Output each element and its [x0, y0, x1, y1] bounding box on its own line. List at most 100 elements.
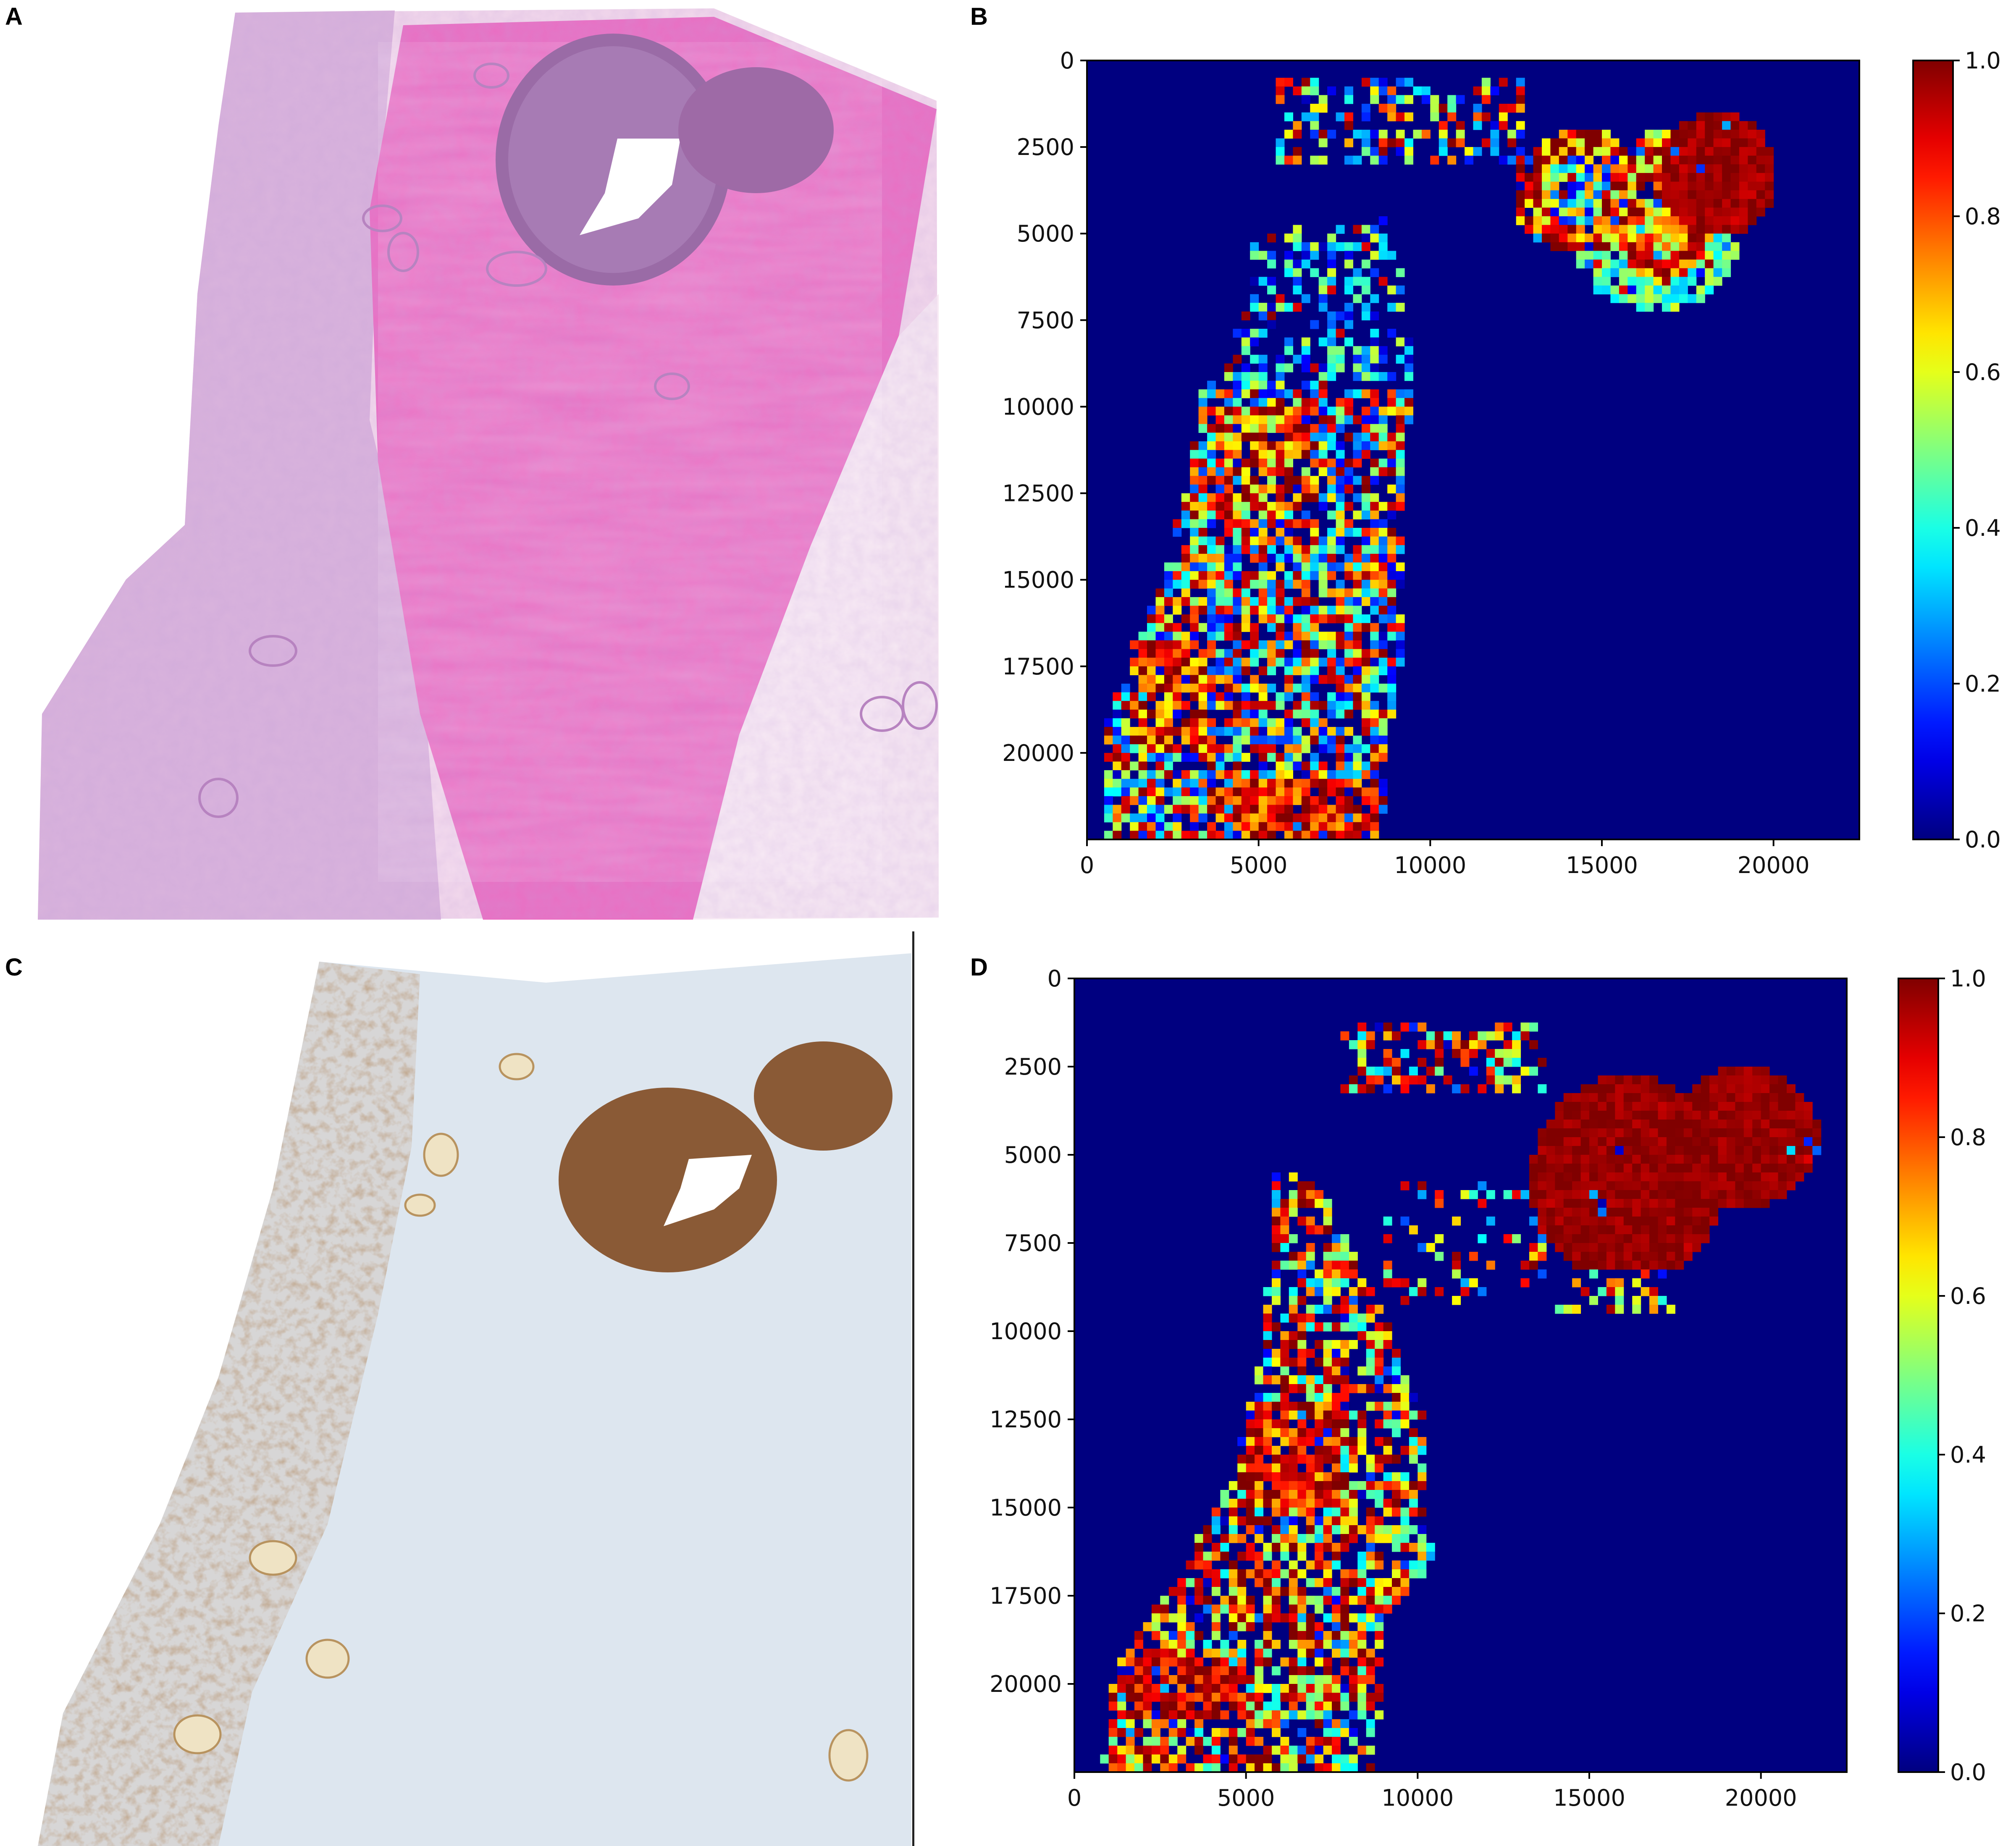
heatmap-cell: [1787, 1155, 1796, 1164]
heatmap-cell: [1126, 1763, 1135, 1773]
heatmap-cell: [1366, 1358, 1375, 1367]
heatmap-cell: [1370, 337, 1379, 346]
heatmap-cell: [1679, 268, 1688, 277]
heatmap-cell: [1177, 1693, 1186, 1702]
heatmap-cell: [1340, 1534, 1349, 1543]
heatmap-cell: [1280, 1375, 1289, 1384]
heatmap-cell: [1280, 1437, 1289, 1446]
heatmap-cell: [1426, 1040, 1435, 1049]
heatmap-cell: [1683, 1093, 1693, 1102]
heatmap-cell: [1495, 1084, 1504, 1093]
heatmap-cell: [1228, 1516, 1238, 1526]
heatmap-cell: [1658, 1102, 1667, 1111]
heatmap-cell: [1563, 1225, 1572, 1235]
heatmap-cell: [1366, 1031, 1375, 1041]
heatmap-cell: [1263, 1287, 1272, 1296]
heatmap-cell: [1602, 233, 1611, 243]
heatmap-cell: [1186, 1622, 1195, 1631]
heatmap-cell: [1151, 1684, 1160, 1693]
heatmap-cell: [1701, 1155, 1710, 1164]
heatmap-cell: [1769, 1190, 1779, 1199]
heatmap-cell: [1623, 1093, 1633, 1102]
heatmap-cell: [1151, 1605, 1160, 1614]
heatmap-cell: [1503, 1075, 1512, 1085]
heatmap-cell: [1404, 398, 1413, 407]
heatmap-cell: [1237, 1499, 1247, 1508]
heatmap-cell: [1718, 1128, 1727, 1138]
heatmap-cell: [1336, 311, 1345, 320]
heatmap-cell: [1168, 1719, 1178, 1728]
heatmap-cell: [1761, 1181, 1770, 1190]
heatmap-cell: [1255, 1640, 1264, 1649]
heatmap-cell: [1730, 121, 1740, 130]
heatmap-cell: [1327, 260, 1336, 269]
heatmap-cell: [1679, 233, 1688, 243]
heatmap-cell: [1683, 1199, 1693, 1208]
heatmap-cell: [1289, 1172, 1298, 1182]
heatmap-cell: [1241, 459, 1250, 468]
heatmap-cell: [1683, 1190, 1693, 1199]
heatmap-cell: [1211, 1631, 1221, 1640]
heatmap-cell: [1421, 86, 1431, 95]
heatmap-cell: [1263, 1340, 1272, 1349]
heatmap-cell: [1641, 1252, 1650, 1261]
heatmap-cell: [1392, 1596, 1401, 1605]
heatmap-cell: [1598, 1261, 1607, 1270]
heatmap-cell: [1280, 1569, 1289, 1579]
heatmap-cell: [1739, 207, 1748, 217]
heatmap-cell: [1662, 242, 1671, 251]
heatmap-cell: [1550, 138, 1559, 147]
heatmap-cell: [1533, 216, 1542, 226]
heatmap-cell: [1426, 1543, 1435, 1552]
heatmap-cell: [1327, 363, 1336, 372]
heatmap-cell: [1542, 190, 1551, 199]
heatmap-cell: [1610, 225, 1620, 234]
heatmap-cell: [1722, 251, 1731, 260]
heatmap-cell: [1332, 1490, 1341, 1499]
heatmap-cell: [1387, 104, 1396, 113]
heatmap-cell: [1349, 1499, 1358, 1508]
heatmap-cell: [1499, 112, 1508, 121]
heatmap-cell: [1250, 424, 1259, 433]
heatmap-cell: [1323, 1702, 1332, 1711]
heatmap-cell: [1284, 233, 1293, 243]
heatmap-cell: [1327, 467, 1336, 476]
panel-label-b: B: [970, 3, 988, 30]
heatmap-cell: [1315, 1684, 1324, 1693]
heatmap-cell: [1752, 1111, 1761, 1120]
heatmap-cell: [1413, 86, 1422, 95]
heatmap-cell: [1250, 380, 1259, 390]
heatmap-cell: [1276, 138, 1285, 147]
heatmap-cell: [1220, 1640, 1229, 1649]
heatmap-cell: [1696, 112, 1705, 121]
heatmap-cell: [1675, 1128, 1684, 1138]
heatmap-cell: [1387, 86, 1396, 95]
heatmap-cell: [1628, 242, 1637, 251]
heatmap-cell: [1649, 1120, 1658, 1129]
heatmap-cell: [1602, 277, 1611, 286]
heatmap-cell: [1168, 1710, 1178, 1720]
heatmap-cell: [1632, 1208, 1641, 1217]
heatmap-cell: [1255, 1525, 1264, 1534]
heatmap-cell: [1315, 1719, 1324, 1728]
heatmap-cell: [1670, 277, 1680, 286]
heatmap-cell: [1306, 1305, 1315, 1314]
heatmap-cell: [1538, 1128, 1547, 1138]
heatmap-cell: [1263, 1640, 1272, 1649]
heatmap-cell: [1619, 190, 1628, 199]
heatmap-cell: [1375, 1358, 1384, 1367]
heatmap-cell: [1512, 1075, 1521, 1085]
heatmap-cell: [1722, 199, 1731, 208]
heatmap-cell: [1203, 1552, 1212, 1561]
heatmap-cell: [1349, 1296, 1358, 1305]
heatmap-cell: [1572, 1199, 1581, 1208]
heatmap-cell: [1327, 233, 1336, 243]
heatmap-cell: [1297, 1657, 1307, 1667]
heatmap-cell: [1241, 406, 1250, 416]
heatmap-cell: [1735, 1067, 1744, 1076]
heatmap-cell: [1318, 424, 1328, 433]
heatmap-cell: [1670, 138, 1680, 147]
heatmap-cell: [1670, 260, 1680, 269]
heatmap-cell: [1349, 1481, 1358, 1490]
heatmap-cell: [1177, 1622, 1186, 1631]
